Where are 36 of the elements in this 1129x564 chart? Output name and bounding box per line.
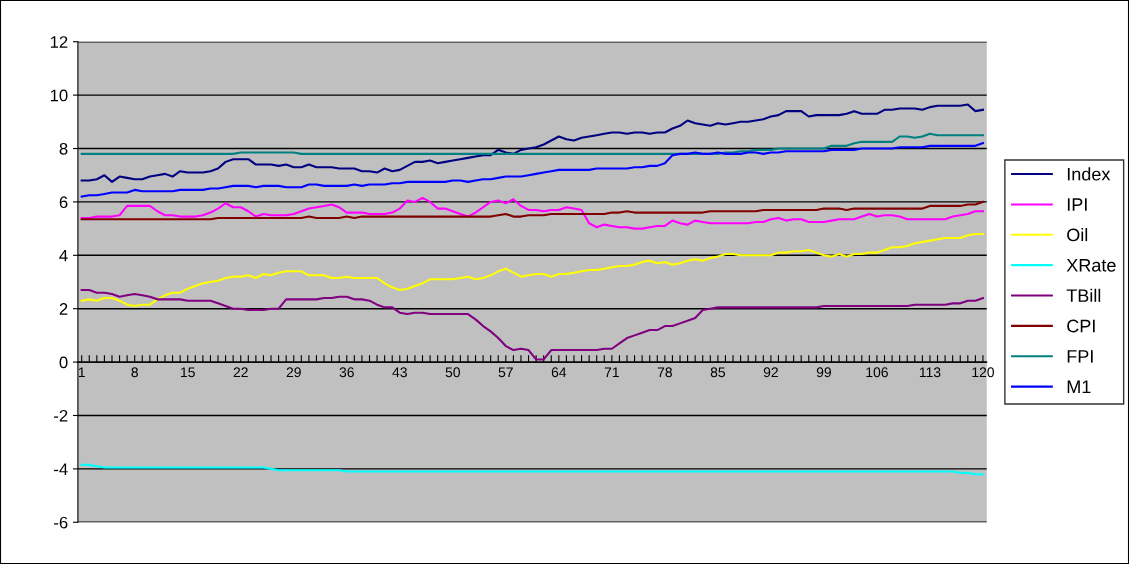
x-tick-label: 57 (498, 367, 513, 378)
legend-label: FPI (1067, 350, 1093, 363)
x-tick-label: 113 (919, 367, 941, 378)
x-tick-label: 8 (131, 367, 138, 378)
y-tick-label: 0 (59, 356, 68, 369)
y-tick-label: 4 (59, 249, 68, 262)
x-tick-label: 43 (392, 367, 407, 378)
legend-label: CPI (1067, 319, 1095, 333)
x-tick-label: 78 (657, 367, 672, 378)
legend-label: Oil (1067, 228, 1088, 242)
y-tick-label: -6 (54, 516, 68, 529)
x-tick-label: 29 (286, 367, 301, 378)
x-tick-label: 15 (181, 367, 195, 378)
x-tick-label: 106 (866, 367, 888, 378)
x-tick-label: 50 (445, 367, 460, 378)
y-tick-label: -4 (54, 463, 68, 475)
legend-label: Index (1067, 167, 1111, 181)
y-tick-label: 6 (59, 196, 68, 209)
legend-label: M1 (1067, 380, 1091, 393)
x-tick-label: 1 (78, 367, 85, 378)
legend-label: XRate (1066, 259, 1116, 272)
x-tick-label: 120 (972, 367, 994, 378)
y-tick-label: 12 (50, 36, 68, 48)
y-tick-label: 10 (50, 89, 68, 102)
x-tick-label: 36 (339, 367, 354, 378)
legend-label: IPI (1067, 198, 1087, 211)
x-tick-label: 22 (233, 367, 248, 378)
legend-label: TBill (1066, 288, 1101, 302)
x-tick-label: 85 (710, 367, 726, 378)
x-tick-label: 99 (816, 367, 831, 378)
x-tick-label: 92 (763, 367, 778, 378)
x-tick-label: 71 (604, 367, 619, 378)
y-tick-label: 2 (59, 303, 68, 315)
y-tick-label: 8 (59, 142, 68, 155)
y-tick-label: -2 (54, 409, 68, 422)
x-tick-label: 64 (551, 367, 567, 378)
